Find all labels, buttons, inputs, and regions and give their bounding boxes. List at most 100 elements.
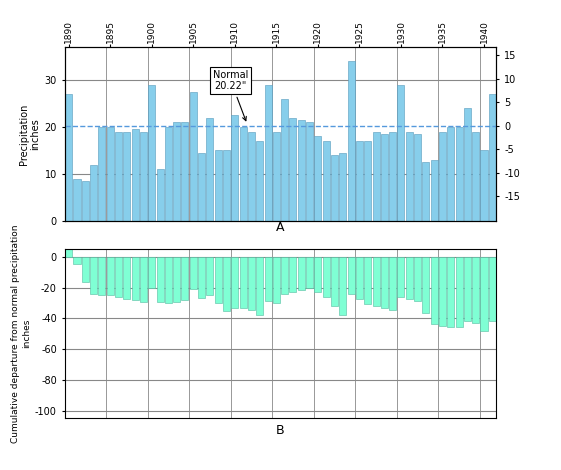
- Bar: [480, 150, 488, 221]
- Bar: [256, 257, 263, 315]
- Bar: [240, 257, 247, 308]
- Bar: [190, 92, 197, 221]
- Bar: [306, 122, 313, 221]
- Bar: [107, 127, 114, 221]
- Bar: [140, 257, 147, 302]
- Bar: [157, 257, 164, 302]
- Bar: [289, 118, 297, 221]
- Bar: [65, 94, 72, 221]
- Bar: [223, 150, 230, 221]
- Bar: [456, 127, 463, 221]
- Bar: [447, 257, 454, 327]
- Bar: [123, 257, 130, 299]
- Bar: [480, 257, 488, 331]
- Bar: [464, 257, 471, 321]
- Bar: [115, 257, 122, 297]
- Bar: [381, 134, 388, 221]
- Bar: [381, 257, 388, 308]
- Bar: [298, 257, 305, 290]
- Bar: [339, 153, 346, 221]
- Bar: [289, 257, 297, 292]
- Bar: [215, 150, 222, 221]
- Bar: [198, 257, 205, 298]
- Bar: [165, 127, 172, 221]
- Bar: [406, 257, 413, 299]
- Bar: [198, 153, 205, 221]
- Bar: [331, 155, 338, 221]
- Bar: [422, 257, 429, 313]
- Bar: [65, 246, 72, 257]
- Bar: [339, 257, 346, 315]
- Bar: [439, 257, 446, 326]
- Bar: [298, 120, 305, 221]
- Bar: [264, 257, 272, 301]
- Bar: [489, 257, 496, 321]
- Text: Normal
20.22": Normal 20.22": [213, 70, 249, 121]
- Bar: [356, 141, 363, 221]
- Bar: [264, 85, 272, 221]
- Bar: [323, 141, 330, 221]
- Bar: [464, 108, 471, 221]
- Bar: [314, 136, 321, 221]
- Bar: [173, 257, 180, 302]
- Bar: [364, 141, 371, 221]
- Bar: [165, 257, 172, 303]
- Bar: [456, 257, 463, 327]
- Bar: [223, 257, 230, 311]
- Bar: [472, 132, 479, 221]
- Bar: [148, 257, 155, 288]
- Bar: [140, 132, 147, 221]
- Bar: [240, 127, 247, 221]
- Bar: [90, 164, 97, 221]
- Bar: [82, 257, 89, 282]
- Bar: [132, 129, 139, 221]
- Bar: [115, 132, 122, 221]
- Bar: [422, 162, 429, 221]
- Bar: [73, 179, 81, 221]
- Bar: [472, 257, 479, 323]
- Bar: [447, 127, 454, 221]
- Bar: [190, 257, 197, 289]
- Bar: [73, 257, 81, 264]
- Bar: [431, 160, 438, 221]
- Bar: [431, 257, 438, 324]
- Bar: [181, 122, 188, 221]
- Bar: [256, 141, 263, 221]
- Y-axis label: Precipitation
inches: Precipitation inches: [19, 103, 40, 164]
- Bar: [98, 127, 105, 221]
- Bar: [173, 122, 180, 221]
- Bar: [414, 257, 421, 301]
- Bar: [439, 132, 446, 221]
- Bar: [98, 257, 105, 295]
- Bar: [231, 257, 238, 308]
- Bar: [281, 257, 288, 294]
- Bar: [181, 257, 188, 300]
- Bar: [406, 132, 413, 221]
- Bar: [123, 132, 130, 221]
- Bar: [273, 132, 280, 221]
- Bar: [231, 115, 238, 221]
- Bar: [489, 94, 496, 221]
- Bar: [373, 132, 380, 221]
- Bar: [248, 257, 255, 310]
- Bar: [281, 99, 288, 221]
- Bar: [373, 257, 380, 306]
- Bar: [389, 132, 396, 221]
- Bar: [82, 181, 89, 221]
- Bar: [90, 257, 97, 294]
- Bar: [348, 257, 355, 294]
- Bar: [157, 169, 164, 221]
- Bar: [331, 257, 338, 306]
- Bar: [314, 257, 321, 292]
- Text: A: A: [276, 221, 285, 235]
- Bar: [364, 257, 371, 304]
- Bar: [389, 257, 396, 310]
- Bar: [397, 257, 404, 297]
- Y-axis label: Cumulative departure from normal precipitation
inches: Cumulative departure from normal precipi…: [11, 225, 31, 443]
- Bar: [397, 85, 404, 221]
- Bar: [273, 257, 280, 303]
- Bar: [348, 61, 355, 221]
- Bar: [206, 118, 213, 221]
- Bar: [107, 257, 114, 295]
- Bar: [323, 257, 330, 297]
